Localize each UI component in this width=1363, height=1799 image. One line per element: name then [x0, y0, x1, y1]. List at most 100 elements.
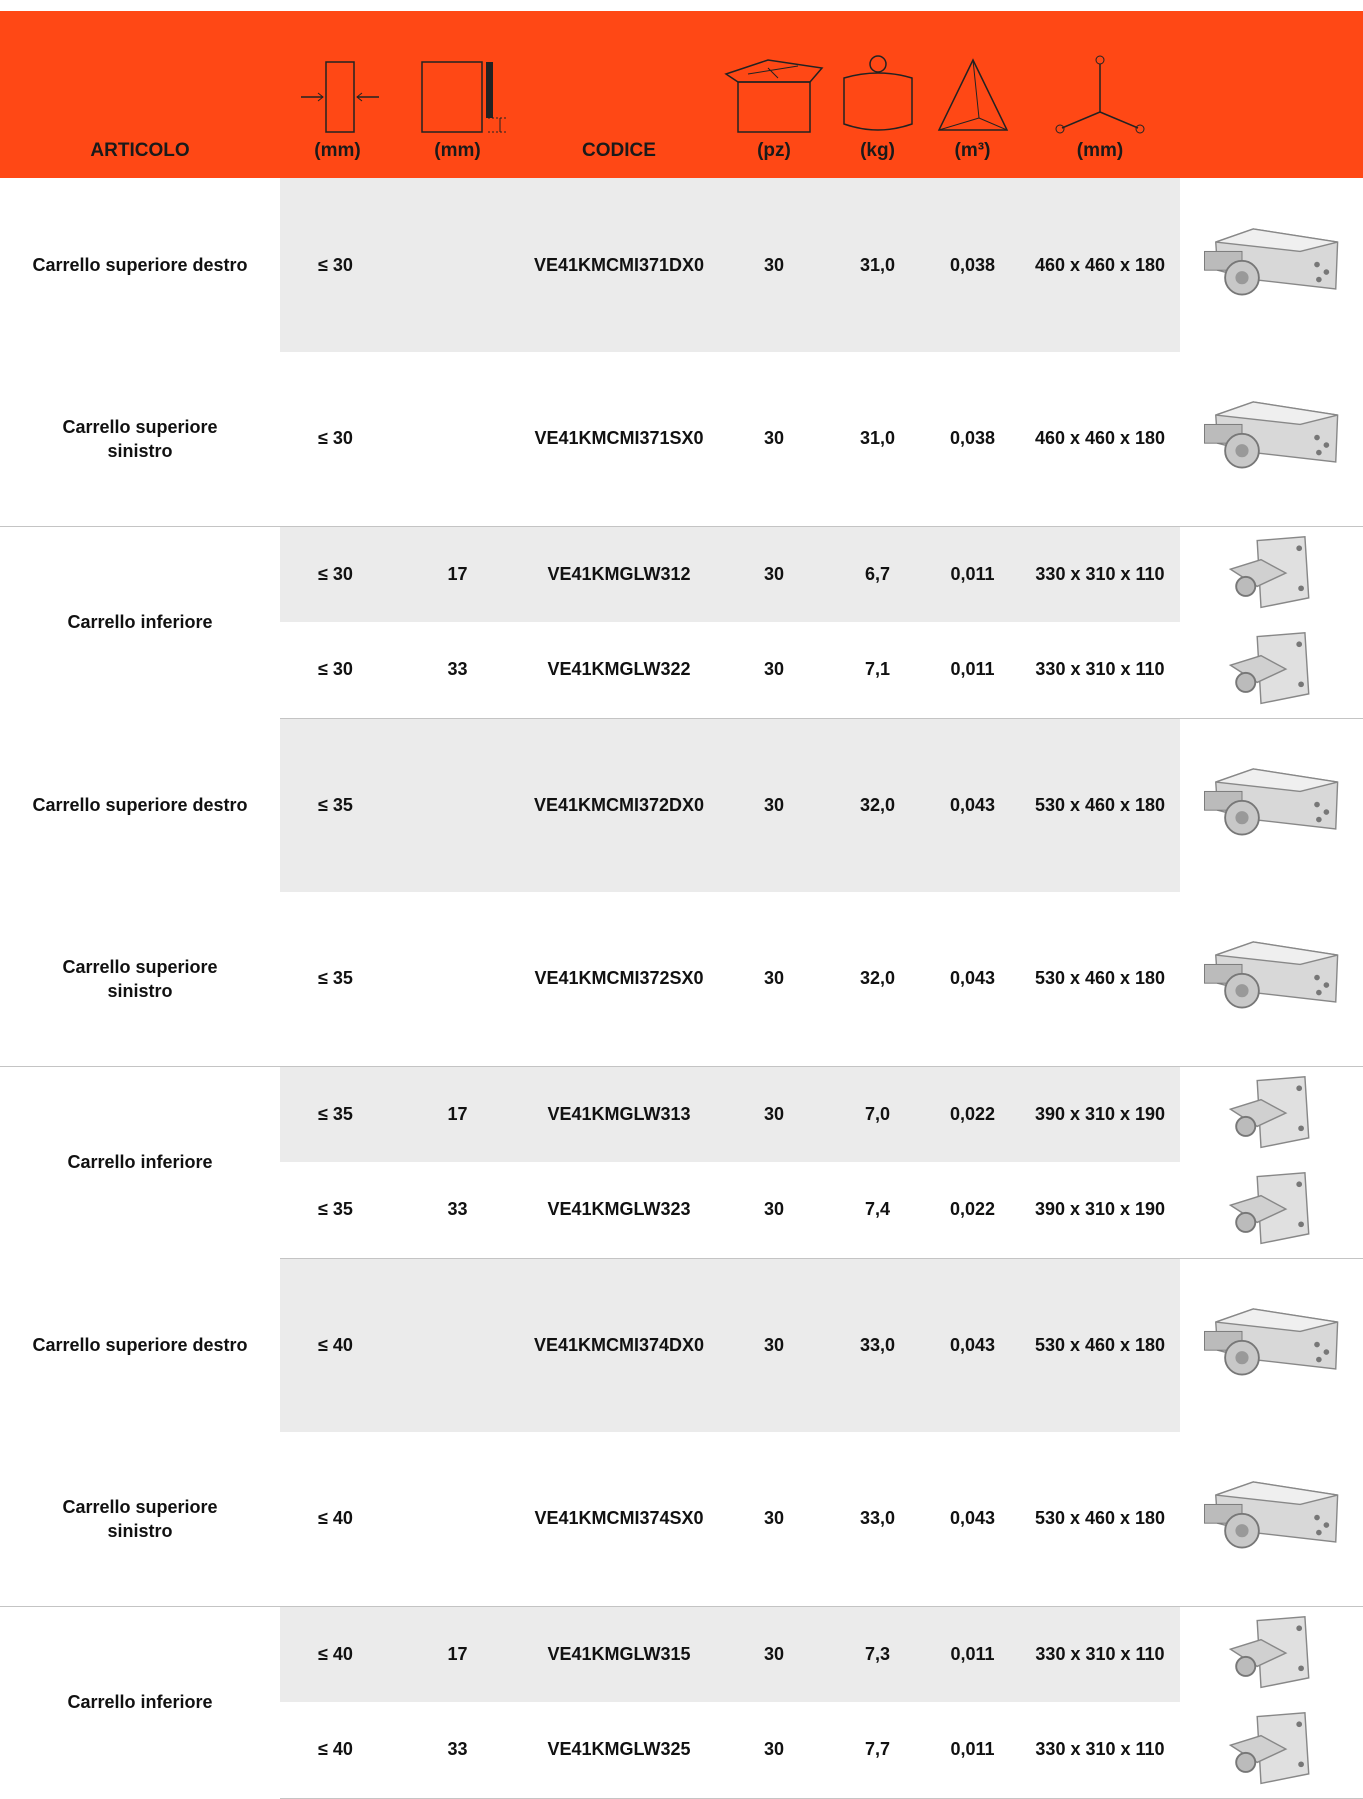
pieces: 30 [718, 1162, 830, 1259]
dimensions: 390 x 310 x 190 [1020, 1066, 1180, 1162]
dimensions: 330 x 310 x 110 [1020, 526, 1180, 622]
code: VE41KMCMI374DX0 [520, 1258, 718, 1432]
product-row: Carrello superiore destro ≤ 35 VE41KMCMI37… [0, 718, 1363, 892]
product-image [1197, 396, 1347, 481]
weight: 7,7 [830, 1702, 925, 1799]
volume: 0,038 [925, 352, 1020, 527]
weight-icon [842, 55, 913, 131]
code: VE41KMGLW322 [520, 622, 718, 719]
volume: 0,043 [925, 718, 1020, 892]
product-row: Carrello superiore sinistro ≤ 40 VE41KMCMI… [0, 1432, 1363, 1607]
box-icon [724, 59, 824, 133]
article: Carrello inferiore [67, 1152, 213, 1173]
header-label: (m³) [954, 140, 991, 161]
header-label: ARTICOLO [90, 140, 190, 161]
height: 17 [395, 526, 520, 622]
header-row: ARTICOLO (mm) (mm) CODICE (pz) (kg) (m³)… [0, 11, 1363, 178]
width: ≤ 35 [280, 1162, 395, 1259]
dimensions: 460 x 460 x 180 [1020, 178, 1180, 352]
pieces: 30 [718, 1702, 830, 1799]
pieces: 30 [718, 1432, 830, 1607]
volume: 0,043 [925, 1258, 1020, 1432]
dimensions: 330 x 310 x 110 [1020, 1702, 1180, 1799]
pieces: 30 [718, 718, 830, 892]
code: VE41KMCMI374SX0 [520, 1432, 718, 1607]
height: 33 [395, 1702, 520, 1799]
pieces: 30 [718, 1066, 830, 1162]
volume: 0,011 [925, 1606, 1020, 1702]
header-label: (pz) [757, 140, 791, 161]
product-image [1197, 763, 1347, 848]
weight: 7,3 [830, 1606, 925, 1702]
product-row: ≤ 35 33 VE41KMGLW323 30 7,4 0,022 390 x 310 x … [0, 1162, 1363, 1259]
header-cell: CODICE [520, 11, 718, 178]
pieces: 30 [718, 178, 830, 352]
weight: 33,0 [830, 1258, 925, 1432]
code: VE41KMCMI371SX0 [520, 352, 718, 527]
code: VE41KMCMI372DX0 [520, 718, 718, 892]
volume: 0,011 [925, 622, 1020, 719]
width: ≤ 35 [280, 718, 395, 892]
product-image [1219, 1707, 1324, 1793]
header-cell: (kg) [830, 11, 925, 178]
dimensions: 330 x 310 x 110 [1020, 622, 1180, 719]
height: 17 [395, 1606, 520, 1702]
product-row: Carrello superiore sinistro ≤ 35 VE41KMCMI… [0, 892, 1363, 1067]
product-table: ARTICOLO (mm) (mm) CODICE (pz) (kg) (m³)… [0, 11, 1363, 1799]
volume: 0,022 [925, 1162, 1020, 1259]
product-image-cell [1180, 622, 1363, 719]
product-row: Carrello superiore destro ≤ 30 VE41KMCMI37… [0, 178, 1363, 352]
volume: 0,022 [925, 1066, 1020, 1162]
dimensions: 330 x 310 x 110 [1020, 1606, 1180, 1702]
product-image-cell [1180, 178, 1363, 352]
height: 33 [395, 1162, 520, 1259]
code: VE41KMGLW313 [520, 1066, 718, 1162]
height [395, 178, 520, 352]
product-image [1197, 1476, 1347, 1561]
volume: 0,011 [925, 526, 1020, 622]
weight: 32,0 [830, 892, 925, 1067]
product-image-cell [1180, 352, 1363, 527]
article: Carrello superiore sinistro [0, 892, 280, 1067]
header-label: (mm) [434, 140, 481, 161]
product-image-cell [1180, 1162, 1363, 1259]
width: ≤ 30 [280, 352, 395, 527]
product-image-cell [1180, 1432, 1363, 1607]
width: ≤ 40 [280, 1432, 395, 1607]
article: Carrello superiore destro [32, 795, 248, 815]
width: ≤ 40 [280, 1606, 395, 1702]
product-image-cell [1180, 718, 1363, 892]
height [395, 718, 520, 892]
volume-icon [937, 58, 1008, 131]
article: Carrello superiore destro [32, 1335, 248, 1355]
weight: 32,0 [830, 718, 925, 892]
code: VE41KMGLW312 [520, 526, 718, 622]
pieces: 30 [718, 1258, 830, 1432]
weight: 7,1 [830, 622, 925, 719]
pieces: 30 [718, 526, 830, 622]
header-cell: (mm) [395, 11, 520, 178]
volume: 0,043 [925, 892, 1020, 1067]
code: VE41KMGLW323 [520, 1162, 718, 1259]
dimensions: 390 x 310 x 190 [1020, 1162, 1180, 1259]
product-row: ≤ 30 33 VE41KMGLW322 30 7,1 0,011 330 x 310 x … [0, 622, 1363, 719]
pieces: 30 [718, 1606, 830, 1702]
header-cell: (mm) [1020, 11, 1180, 178]
height-icon [420, 61, 506, 133]
product-row: ≤ 40 33 VE41KMGLW325 30 7,7 0,011 330 x 310 x … [0, 1702, 1363, 1799]
header-label: (kg) [860, 140, 895, 161]
width: ≤ 30 [280, 526, 395, 622]
weight: 6,7 [830, 526, 925, 622]
width: ≤ 30 [280, 178, 395, 352]
pieces: 30 [718, 352, 830, 527]
width: ≤ 35 [280, 892, 395, 1067]
article: Carrello superiore destro [32, 255, 248, 275]
header-cell: ARTICOLO [0, 11, 280, 178]
article: Carrello superiore sinistro [0, 1432, 280, 1607]
volume: 0,011 [925, 1702, 1020, 1799]
product-row: Carrello inferiore ≤ 40 17 VE41KMGLW315 30 7,… [0, 1606, 1363, 1712]
weight: 7,4 [830, 1162, 925, 1259]
pieces: 30 [718, 892, 830, 1067]
height [395, 1432, 520, 1607]
code: VE41KMGLW325 [520, 1702, 718, 1799]
